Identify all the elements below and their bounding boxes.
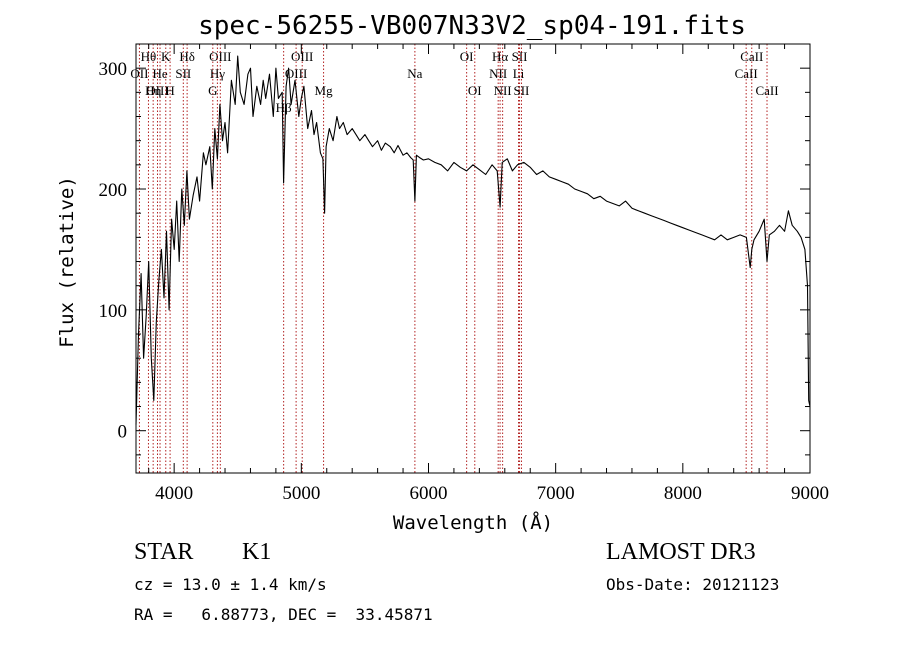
x-tick-label: 4000	[155, 483, 193, 504]
marker-label-27: CaII	[755, 83, 778, 98]
object-class: STAR	[134, 539, 193, 565]
marker-label-24: SII	[514, 83, 530, 98]
marker-label-19: Hα	[492, 49, 508, 64]
marker-label-20: SII	[512, 49, 528, 64]
redshift-line: cz = 13.0 ± 1.4 km/s	[134, 575, 327, 594]
marker-label-7: H	[165, 83, 174, 98]
y-tick-label: 200	[99, 180, 128, 201]
spectrum-series-line	[135, 55, 811, 425]
chart-title: spec-56255-VB007N33V2_sp04-191.fits	[198, 11, 746, 41]
coordinates-line: RA = 6.88773, DEC = 33.45871	[134, 605, 433, 624]
marker-label-8: Hδ	[179, 49, 195, 64]
marker-label-16: Na	[407, 66, 422, 81]
marker-label-9: OIII	[209, 49, 231, 64]
marker-label-3: He	[152, 66, 167, 81]
marker-label-1: OII	[130, 66, 148, 81]
marker-label-2: OIII	[146, 83, 168, 98]
marker-label-17: OI	[460, 49, 474, 64]
marker-label-5: K	[161, 49, 171, 64]
marker-label-18: OI	[468, 83, 482, 98]
marker-label-6: SII	[175, 66, 191, 81]
survey-name: LAMOST DR3	[606, 539, 756, 565]
x-tick-label: 8000	[664, 483, 702, 504]
marker-label-22: Li	[513, 66, 525, 81]
marker-label-21: NII	[489, 66, 507, 81]
x-tick-label: 5000	[282, 483, 320, 504]
marker-label-23: NII	[494, 83, 512, 98]
marker-label-0: Hθ	[141, 49, 157, 64]
x-tick-label: 7000	[537, 483, 575, 504]
marker-label-14: Hβ	[276, 100, 292, 115]
plot-frame	[135, 43, 811, 474]
y-tick-label: 300	[99, 59, 128, 80]
marker-label-12: OIII	[291, 49, 313, 64]
axis-ticks: 4000 5000 6000 7000 8000 9000 0 100 200 300	[99, 43, 829, 504]
object-subclass: K1	[242, 539, 271, 565]
x-tick-label: 9000	[791, 483, 829, 504]
marker-label-11: G	[208, 83, 217, 98]
marker-label-25: CaII	[740, 49, 763, 64]
y-axis-label: Flux (relative)	[56, 176, 78, 348]
x-tick-label: 6000	[409, 483, 447, 504]
y-tick-label: 0	[118, 422, 128, 443]
marker-label-13: OIII	[285, 66, 307, 81]
obs-date-line: Obs-Date: 20121123	[606, 575, 779, 594]
marker-label-10: Hγ	[210, 66, 225, 81]
x-axis-label: Wavelength (Å)	[393, 511, 553, 534]
marker-label-15: Mg	[315, 83, 334, 98]
y-tick-label: 100	[99, 301, 128, 322]
marker-label-4: Hη	[145, 83, 161, 98]
marker-label-26: CaII	[735, 66, 758, 81]
